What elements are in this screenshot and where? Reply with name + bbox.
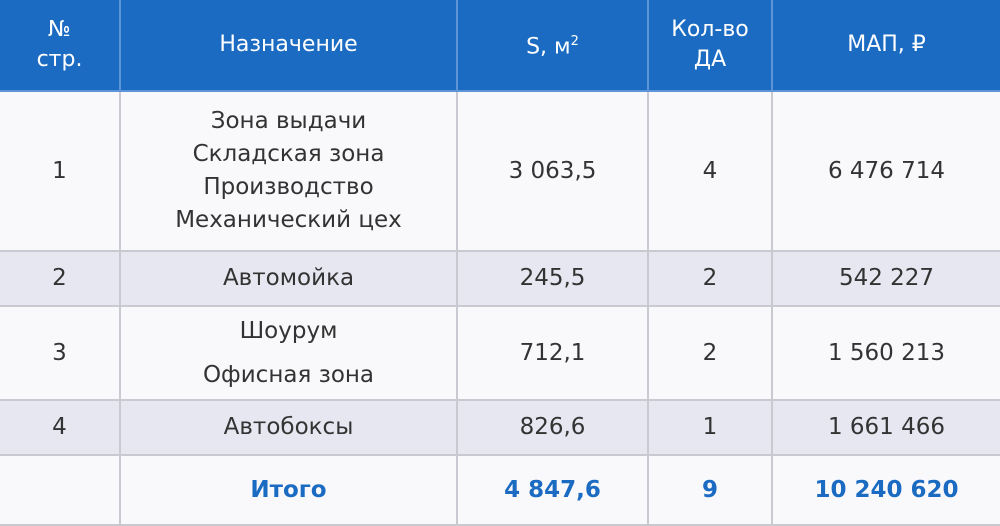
header-area: S, м2 [456, 0, 649, 92]
row-num: 3 [0, 305, 121, 401]
row-map: 542 227 [771, 250, 1000, 307]
row-area: 712,1 [456, 305, 649, 401]
header-area-sup: 2 [570, 34, 579, 50]
header-count-line1: Кол-во [671, 17, 749, 42]
header-num-line1: № [48, 17, 71, 42]
total-num [0, 454, 121, 526]
row-purpose: Зона выдачи Складская зона Производство … [119, 90, 458, 252]
row-map: 1 661 466 [771, 399, 1000, 456]
row-area: 245,5 [456, 250, 649, 307]
table-row: 2 Автомойка 245,5 2 542 227 [0, 250, 1000, 307]
total-label: Итого [119, 454, 458, 526]
row-num: 2 [0, 250, 121, 307]
row-purpose: Шоурум Офисная зона [119, 305, 458, 401]
header-purpose: Назначение [119, 0, 458, 92]
row-count: 1 [647, 399, 773, 456]
header-map: МАП, ₽ [771, 0, 1000, 92]
row-count: 2 [647, 305, 773, 401]
header-count: Кол-во ДА [647, 0, 773, 92]
table-row: 4 Автобоксы 826,6 1 1 661 466 [0, 399, 1000, 456]
table-row: 1 Зона выдачи Складская зона Производств… [0, 90, 1000, 252]
total-map: 10 240 620 [771, 454, 1000, 526]
row-map: 1 560 213 [771, 305, 1000, 401]
header-row: № стр. Назначение S, м2 Кол-во ДА МАП, ₽ [0, 0, 1000, 92]
row-count: 4 [647, 90, 773, 252]
row-purpose: Автомойка [119, 250, 458, 307]
purpose-line: Производство [203, 174, 374, 200]
header-num: № стр. [0, 0, 121, 92]
row-num: 4 [0, 399, 121, 456]
row-num: 1 [0, 90, 121, 252]
purpose-line: Шоурум [239, 318, 338, 344]
purpose-line: Зона выдачи [210, 108, 367, 134]
row-area: 3 063,5 [456, 90, 649, 252]
header-num-line2: стр. [36, 47, 83, 72]
purpose-line: Офисная зона [202, 362, 375, 388]
header-area-label: S, м [526, 34, 571, 60]
row-map: 6 476 714 [771, 90, 1000, 252]
total-count: 9 [647, 454, 773, 526]
purpose-line: Складская зона [192, 141, 385, 167]
purpose-line: Механический цех [175, 207, 402, 233]
total-row: Итого 4 847,6 9 10 240 620 [0, 454, 1000, 526]
table-row: 3 Шоурум Офисная зона 712,1 2 1 560 213 [0, 305, 1000, 401]
total-area: 4 847,6 [456, 454, 649, 526]
row-count: 2 [647, 250, 773, 307]
row-purpose: Автобоксы [119, 399, 458, 456]
header-count-line2: ДА [693, 47, 727, 72]
row-area: 826,6 [456, 399, 649, 456]
